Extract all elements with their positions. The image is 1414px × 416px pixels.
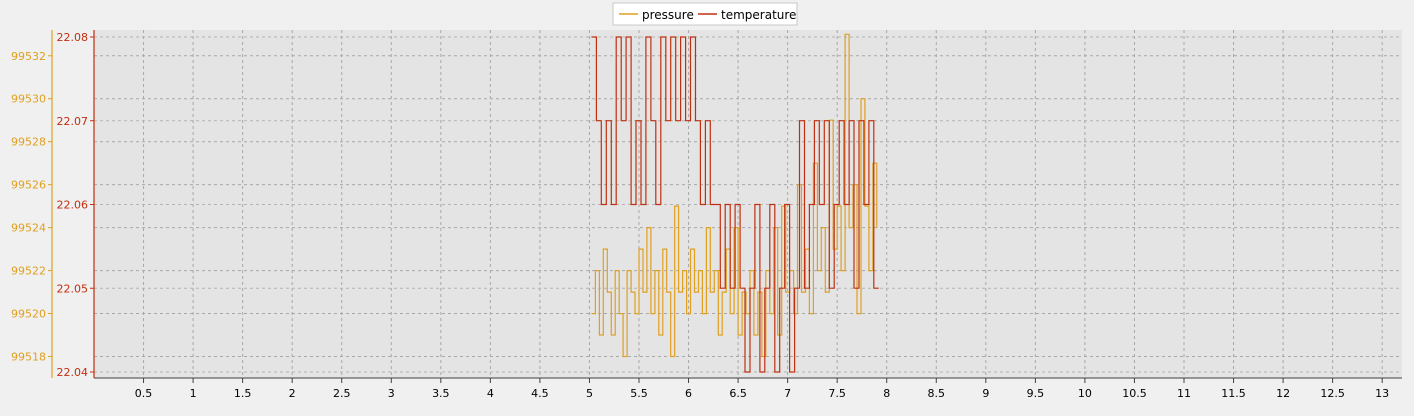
y-right-tick-label: 22.04 <box>57 366 89 379</box>
y-left-tick-label: 99532 <box>11 50 46 63</box>
x-tick-label: 13 <box>1375 387 1389 400</box>
y-left-tick-label: 99520 <box>11 308 46 321</box>
x-tick-label: 5 <box>586 387 593 400</box>
y-right-tick-label: 22.08 <box>57 31 89 44</box>
x-tick-label: 3 <box>388 387 395 400</box>
x-tick-label: 2.5 <box>333 387 351 400</box>
x-tick-label: 9 <box>982 387 989 400</box>
y-left-tick-label: 99526 <box>11 179 46 192</box>
x-tick-label: 11.5 <box>1221 387 1246 400</box>
axes: 0.5 1 1.5 2 2.5 3 3.5 4 4.5 5 5.5 6 6.5 7 7.5 8 8.5 9 9.5 1… <box>11 30 1402 400</box>
legend-label-temperature: temperature <box>721 8 796 22</box>
x-tick-label: 6 <box>685 387 692 400</box>
x-tick-label: 11 <box>1177 387 1191 400</box>
x-tick-label: 10.5 <box>1122 387 1147 400</box>
x-tick-label: 5.5 <box>630 387 648 400</box>
x-tick-label: 12.5 <box>1320 387 1345 400</box>
y-left-tick-label: 99518 <box>11 351 46 364</box>
x-tick-label: 12 <box>1276 387 1290 400</box>
x-tick-label: 1 <box>190 387 197 400</box>
x-tick-label: 0.5 <box>135 387 153 400</box>
y-left-tick-label: 99528 <box>11 136 46 149</box>
x-tick-label: 1.5 <box>234 387 252 400</box>
x-tick-label: 6.5 <box>729 387 747 400</box>
legend: pressure temperature <box>612 2 798 26</box>
y-right-tick-label: 22.06 <box>57 199 89 212</box>
series-layer <box>591 33 879 373</box>
x-tick-label: 7.5 <box>828 387 846 400</box>
x-tick-label: 4 <box>487 387 494 400</box>
x-tick-label: 10 <box>1078 387 1092 400</box>
x-tick-label: 9.5 <box>1027 387 1045 400</box>
series-line-temperature <box>591 36 879 373</box>
y-right-tick-label: 22.05 <box>57 282 89 295</box>
x-tick-label: 7 <box>784 387 791 400</box>
x-tick-label: 2 <box>289 387 296 400</box>
y-left-tick-label: 99522 <box>11 265 46 278</box>
y-left-tick-label: 99524 <box>11 222 46 235</box>
y-left-tick-label: 99530 <box>11 93 46 106</box>
x-tick-label: 4.5 <box>531 387 549 400</box>
legend-label-pressure: pressure <box>642 8 694 22</box>
y-right-tick-label: 22.07 <box>57 115 89 128</box>
x-tick-label: 3.5 <box>432 387 450 400</box>
x-tick-label: 8.5 <box>928 387 946 400</box>
x-tick-label: 8 <box>883 387 890 400</box>
